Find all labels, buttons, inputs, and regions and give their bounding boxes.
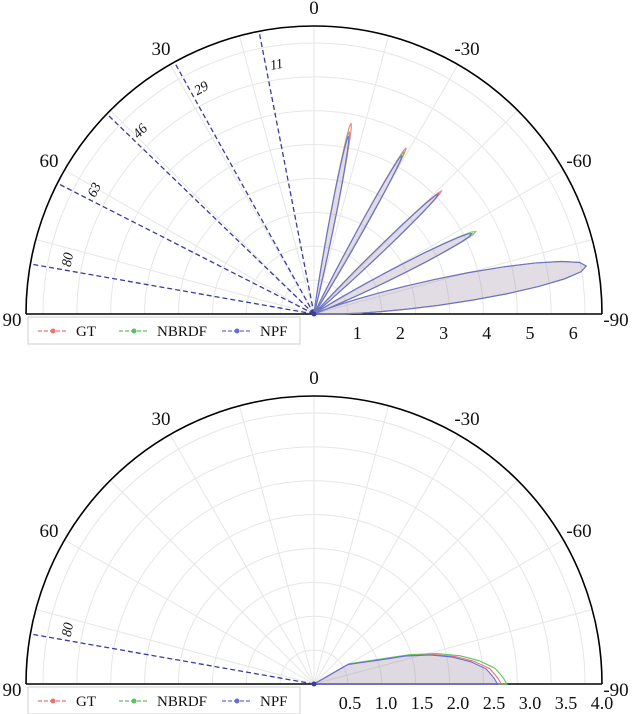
grid-spoke: [64, 169, 315, 315]
legend-box: [27, 686, 301, 714]
angle-tick-label: -60: [566, 151, 591, 172]
outer-arc: [25, 395, 603, 685]
legend-label-npf: NPF: [260, 694, 288, 710]
incident-line: [173, 61, 315, 315]
angle-tick-label: -90: [603, 310, 628, 331]
incident-angle-label: 46: [131, 121, 152, 141]
grid-spoke: [169, 434, 315, 685]
legend-marker-gt: [50, 698, 56, 704]
lobe-npf: [311, 654, 499, 685]
radial-tick-label: 2.0: [447, 693, 470, 713]
angle-tick-label: 0: [309, 0, 319, 19]
radial-tick-label: 4: [482, 323, 491, 343]
legend-marker-npf: [234, 698, 240, 704]
legend-label-gt: GT: [76, 324, 96, 340]
radial-tick-label: 0.5: [339, 693, 362, 713]
incident-angle-label: 80: [60, 252, 77, 268]
radial-tick-label: 3: [439, 323, 448, 343]
angle-tick-label: 90: [3, 680, 22, 701]
lobe-npf: [313, 192, 440, 315]
angle-tick-label: -60: [566, 521, 591, 542]
incident-line: [30, 263, 315, 315]
grid-spoke: [238, 405, 315, 685]
incident-line: [106, 113, 315, 315]
grid-spoke: [313, 35, 390, 315]
grid-spoke: [169, 64, 315, 315]
angle-tick-label: 30: [152, 409, 171, 430]
radial-tick-label: 4.0: [591, 693, 614, 713]
incident-line: [258, 31, 315, 315]
legend: GT NBRDF NPF: [27, 686, 301, 714]
radial-tick-label: 3.5: [555, 693, 578, 713]
legend-label-nbrdf: NBRDF: [157, 694, 207, 710]
grid-spoke: [313, 169, 564, 315]
grid-spoke: [64, 539, 315, 685]
angle-tick-label: -30: [454, 409, 479, 430]
legend-marker-gt: [50, 328, 56, 334]
lobe-npf: [313, 260, 588, 315]
origin-point: [311, 681, 317, 687]
polar-chart-bottom: 0 30 -30 60 -60 90 -90 0.5 1.0 1.5 2.0 2.5 3.0 3.5 4.0…: [3, 368, 629, 714]
legend: GT NBRDF NPF: [27, 316, 301, 345]
lobe-npf: [313, 154, 403, 315]
incident-angle-label: 80: [60, 622, 77, 638]
grid-spoke: [35, 238, 315, 315]
radial-tick-label: 5: [526, 323, 535, 343]
radial-tick-label: 6: [569, 323, 578, 343]
angle-tick-label: 60: [39, 521, 58, 542]
legend-marker-nbrdf: [131, 328, 137, 334]
legend-box: [27, 316, 301, 345]
grid-spoke: [109, 109, 315, 315]
legend-marker-nbrdf: [131, 698, 137, 704]
radial-tick-label: 2: [396, 323, 405, 343]
angle-tick-label: -30: [454, 39, 479, 60]
grid-spoke: [35, 608, 315, 685]
legend-label-nbrdf: NBRDF: [157, 324, 207, 340]
radial-tick-label: 1.5: [411, 693, 434, 713]
grid-spoke: [313, 238, 593, 315]
angle-tick-label: 90: [3, 310, 22, 331]
origin-point: [311, 311, 317, 317]
incident-line: [30, 633, 315, 685]
grid-spoke: [313, 405, 390, 685]
grid-spoke: [313, 608, 593, 685]
polar-chart-top: 0 30 -30 60 -60 90 -90 1 2 3 4 5 6 11 29 46 63 80 GT NBRDF N…: [3, 0, 629, 345]
incident-line: [57, 182, 315, 315]
outer-arc: [25, 25, 603, 315]
legend-marker-npf: [234, 328, 240, 334]
radial-tick-label: 1: [353, 323, 362, 343]
incident-angle-label: 63: [85, 181, 105, 200]
angle-tick-label: 0: [309, 368, 319, 389]
radial-tick-label: 2.5: [483, 693, 506, 713]
angle-tick-label: 60: [39, 151, 58, 172]
radial-tick-label: 1.0: [375, 693, 398, 713]
legend-label-npf: NPF: [260, 324, 288, 340]
radial-tick-label: 3.0: [519, 693, 542, 713]
grid-spoke: [313, 539, 564, 685]
lobe-nbrdf: [311, 652, 508, 685]
grid-spoke: [109, 479, 315, 685]
legend-label-gt: GT: [76, 694, 96, 710]
incident-angle-label: 11: [269, 57, 285, 74]
grid-spoke: [313, 434, 459, 685]
lobe-npf: [313, 135, 350, 315]
angle-tick-label: -90: [603, 680, 628, 701]
grid-spoke: [238, 35, 315, 315]
incident-angle-label: 29: [192, 79, 212, 99]
angle-tick-label: 30: [152, 39, 171, 60]
grid-spoke: [313, 479, 519, 685]
